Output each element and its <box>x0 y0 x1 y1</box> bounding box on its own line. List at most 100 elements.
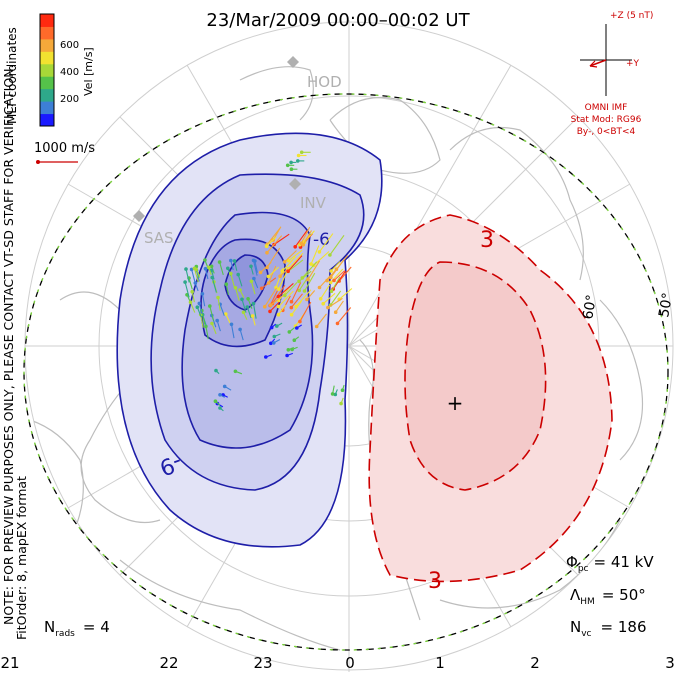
mlt-label-22: 22 <box>159 654 178 672</box>
velocity-vector <box>330 290 342 306</box>
velocity-vector <box>278 271 288 290</box>
velocity-vector <box>237 274 243 287</box>
velocity-vector <box>205 326 209 340</box>
contour-label-positive-bottom: 3 <box>428 569 442 594</box>
velocity-vector <box>266 236 277 247</box>
stat-model: Stat Mod: RG96 <box>571 115 642 125</box>
velocity-vector <box>301 261 318 279</box>
velocity-vector <box>216 320 221 332</box>
velocity-vector <box>219 394 225 398</box>
velocity-vector <box>304 272 316 292</box>
velocity-vector <box>201 293 206 307</box>
velocity-vector <box>319 273 333 288</box>
velocity-vector <box>268 265 277 284</box>
station-marker-inv <box>289 178 301 190</box>
phi-pc-stat: Φpc = 41 kV <box>566 553 654 574</box>
velocity-vector <box>273 233 290 245</box>
mlt-label-0: 0 <box>345 654 355 672</box>
velocity-vector <box>299 301 312 322</box>
velocity-vector <box>306 290 316 300</box>
velocity-vector <box>191 269 196 284</box>
lambda-hm-stat: ΛHM = 50° <box>570 586 646 607</box>
velocity-vector <box>290 293 303 308</box>
velocity-vector <box>318 233 334 253</box>
velocity-vector <box>250 266 254 275</box>
colorbar-block <box>40 101 54 115</box>
velocity-vector <box>184 281 190 298</box>
velocity-vector <box>230 324 235 339</box>
colorbar-block <box>40 76 54 90</box>
mlt-label-23: 23 <box>253 654 272 672</box>
velocity-vector <box>316 313 327 327</box>
hm-boundary <box>23 93 669 651</box>
station-label-sas: SAS <box>144 229 174 247</box>
velocity-vector <box>329 234 345 256</box>
station-marker-hod <box>287 56 299 68</box>
velocity-vector <box>239 289 245 298</box>
imf-vector <box>589 59 607 67</box>
velocity-colorbar <box>39 13 55 127</box>
velocity-vector <box>224 385 232 391</box>
station-label-hod: HOD <box>307 73 342 91</box>
velocity-vector <box>287 259 304 272</box>
colorbar-tick-400: 400 <box>60 67 79 78</box>
colorbar-tick-200: 200 <box>60 94 79 105</box>
colorbar-frame <box>39 13 55 127</box>
velocity-vector <box>284 282 298 296</box>
velocity-vector <box>294 230 308 248</box>
velocity-vector <box>252 303 257 319</box>
map-title: 23/Mar/2009 00:00–00:02 UT <box>206 10 470 31</box>
mlt-axis: 21 22 23 0 1 2 3 <box>0 654 674 672</box>
velocity-vector <box>332 270 346 290</box>
velocity-vector <box>310 245 320 265</box>
velocity-vector <box>210 270 215 280</box>
velocity-vector <box>219 261 224 276</box>
velocity-vector <box>281 256 296 272</box>
velocity-vector <box>222 394 228 398</box>
velocity-vector <box>243 312 248 320</box>
velocity-vector <box>288 249 303 262</box>
velocity-vector <box>330 261 341 272</box>
velocity-vector <box>330 259 345 278</box>
velocity-vector <box>293 336 300 341</box>
velocity-vector <box>198 303 203 315</box>
imf-source: OMNI IMF <box>585 103 628 113</box>
mlt-label-3: 3 <box>665 654 675 672</box>
velocity-vector <box>334 389 338 395</box>
mlt-label-1: 1 <box>435 654 445 672</box>
velocity-vector <box>246 306 252 319</box>
mlt-label-21: 21 <box>0 654 19 672</box>
velocity-vector <box>235 370 243 375</box>
velocity-vector <box>219 407 224 412</box>
negative-cell <box>116 132 383 548</box>
velocity-vector <box>266 227 281 245</box>
velocity-vector <box>211 277 217 293</box>
latitude-label-60: 60° <box>580 293 600 320</box>
velocity-vector <box>204 268 209 280</box>
nrads-stat: Nrads = 4 <box>44 618 110 639</box>
velocity-vector <box>277 304 287 316</box>
colorbar-block <box>40 26 54 40</box>
colorbar-block <box>40 14 54 27</box>
coordinate-system-label: MLT coordinates <box>5 27 19 124</box>
velocity-vector <box>307 260 321 280</box>
imf-y-label: +Y <box>626 59 640 69</box>
velocity-vector <box>253 278 259 289</box>
velocity-vector <box>333 270 346 281</box>
velocity-vector <box>337 307 352 324</box>
mlt-label-2: 2 <box>530 654 540 672</box>
velocity-vector <box>327 297 343 309</box>
velocity-vector <box>288 346 295 351</box>
velocity-vector <box>341 384 345 391</box>
velocity-vector <box>270 338 276 344</box>
velocity-vector <box>291 282 302 302</box>
vector-origin <box>330 392 335 396</box>
velocity-vector <box>233 260 238 271</box>
positive-center-marker: + <box>447 391 464 415</box>
colorbar-block <box>40 88 54 102</box>
velocity-vector <box>247 298 253 309</box>
velocity-vector <box>188 277 193 290</box>
hm-boundary-green <box>23 93 669 651</box>
velocity-vector <box>241 299 247 313</box>
station-markers <box>133 56 301 222</box>
